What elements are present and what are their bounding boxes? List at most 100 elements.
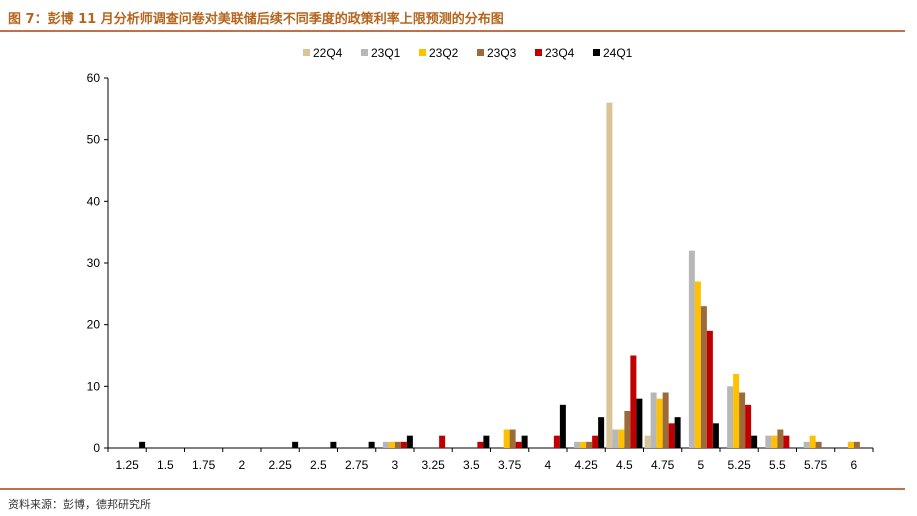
bottom-divider — [0, 488, 905, 490]
legend-swatch — [361, 49, 368, 56]
bar-22q4 — [644, 435, 651, 448]
legend-item-24q1: 24Q1 — [593, 46, 633, 60]
bar-23q3 — [815, 441, 822, 448]
figure-title: 图 7：彭博 11 月分析师调查问卷对美联储后续不同季度的政策利率上限预测的分布… — [8, 12, 504, 27]
y-tick-label: 60 — [87, 71, 101, 85]
legend-label: 22Q4 — [313, 46, 343, 60]
bar-22q4 — [606, 102, 613, 449]
x-tick-label: 2.25 — [268, 458, 292, 472]
bar-23q1 — [574, 441, 581, 448]
bar-23q3 — [586, 441, 593, 448]
bar-23q4 — [400, 441, 407, 448]
x-tick-label: 4.25 — [574, 458, 598, 472]
bar-24q1 — [406, 435, 413, 448]
top-divider — [0, 30, 905, 32]
legend-swatch — [419, 49, 426, 56]
bar-23q1 — [382, 441, 389, 448]
legend-item-23q3: 23Q3 — [477, 46, 517, 60]
legend-label: 23Q3 — [487, 46, 517, 60]
bar-23q3 — [624, 411, 631, 448]
legend-swatch — [535, 49, 542, 56]
bar-23q1 — [688, 250, 695, 448]
y-tick-label: 40 — [87, 194, 101, 208]
bar-23q2 — [847, 441, 854, 448]
legend-item-22q4: 22Q4 — [303, 46, 343, 60]
x-tick-label: 6 — [851, 458, 858, 472]
bar-23q4 — [592, 435, 599, 448]
bar-23q2 — [503, 429, 510, 448]
legend-label: 24Q1 — [603, 46, 633, 60]
bar-24q1 — [521, 435, 528, 448]
bar-23q1 — [765, 435, 772, 448]
bar-24q1 — [368, 441, 375, 448]
bar-23q2 — [656, 398, 663, 448]
x-tick-label: 3.5 — [463, 458, 480, 472]
x-tick-label: 3.75 — [498, 458, 522, 472]
bar-23q3 — [853, 441, 860, 448]
bar-23q3 — [662, 392, 669, 448]
legend-item-23q1: 23Q1 — [361, 46, 401, 60]
bar-23q2 — [580, 441, 587, 448]
x-tick-label: 5.5 — [769, 458, 786, 472]
bar-23q1 — [650, 392, 657, 448]
bar-23q3 — [739, 392, 746, 448]
x-tick-label: 4.5 — [616, 458, 633, 472]
x-tick-label: 2.5 — [310, 458, 327, 472]
legend-swatch — [477, 49, 484, 56]
x-tick-label: 2.75 — [345, 458, 369, 472]
y-tick-label: 10 — [87, 379, 101, 393]
x-tick-label: 5.25 — [727, 458, 751, 472]
bar-23q1 — [612, 429, 619, 448]
y-tick-label: 50 — [87, 133, 101, 147]
bar-23q4 — [515, 441, 522, 448]
bar-24q1 — [139, 441, 146, 448]
bar-24q1 — [598, 417, 605, 448]
bar-23q1 — [727, 386, 734, 448]
bar-chart: 22Q4 23Q1 23Q2 23Q3 23Q4 24Q1 0 10 20 30 40 50 60 1.2… — [87, 46, 874, 472]
bar-24q1 — [636, 398, 643, 448]
x-tick-label: 3.25 — [421, 458, 445, 472]
bar-23q1 — [803, 441, 810, 448]
bar-23q4 — [668, 423, 675, 448]
bar-24q1 — [559, 404, 566, 448]
y-tick-label: 30 — [87, 256, 101, 270]
source-note: 资料来源：彭博，德邦研究所 — [8, 498, 151, 511]
x-tick-label: 3 — [392, 458, 399, 472]
bar-24q1 — [292, 441, 299, 448]
bar-23q2 — [809, 435, 816, 448]
bar-23q4 — [630, 355, 637, 448]
bar-23q3 — [777, 429, 784, 448]
legend-label: 23Q2 — [429, 46, 459, 60]
bar-24q1 — [483, 435, 490, 448]
bar-23q4 — [477, 441, 484, 448]
bar-23q4 — [553, 435, 560, 448]
bar-23q2 — [388, 441, 395, 448]
bar-24q1 — [712, 423, 719, 448]
legend-label: 23Q1 — [371, 46, 401, 60]
legend-label: 23Q4 — [545, 46, 575, 60]
bar-24q1 — [330, 441, 337, 448]
bar-24q1 — [674, 417, 681, 448]
legend-item-23q4: 23Q4 — [535, 46, 575, 60]
bar-23q4 — [783, 435, 790, 448]
bar-23q3 — [700, 306, 707, 448]
bar-23q2 — [618, 429, 625, 448]
x-tick-label: 1.75 — [192, 458, 216, 472]
x-tick-label: 2 — [239, 458, 246, 472]
bar-23q2 — [733, 374, 740, 448]
figure-header: 图 7：彭博 11 月分析师调查问卷对美联储后续不同季度的政策利率上限预测的分布… — [0, 0, 917, 34]
bar-23q4 — [745, 404, 752, 448]
x-tick-label: 5.75 — [804, 458, 828, 472]
x-tick-label: 1.5 — [157, 458, 174, 472]
x-tick-label: 1.25 — [115, 458, 139, 472]
bar-23q2 — [694, 281, 701, 448]
x-tick-label: 5 — [698, 458, 705, 472]
bar-23q2 — [771, 435, 778, 448]
bar-23q4 — [706, 330, 713, 448]
bar-23q4 — [439, 435, 446, 448]
legend-swatch — [303, 49, 310, 56]
x-tick-label: 4.75 — [651, 458, 675, 472]
legend-swatch — [593, 49, 600, 56]
bar-23q3 — [394, 441, 401, 448]
bar-23q3 — [509, 429, 516, 448]
